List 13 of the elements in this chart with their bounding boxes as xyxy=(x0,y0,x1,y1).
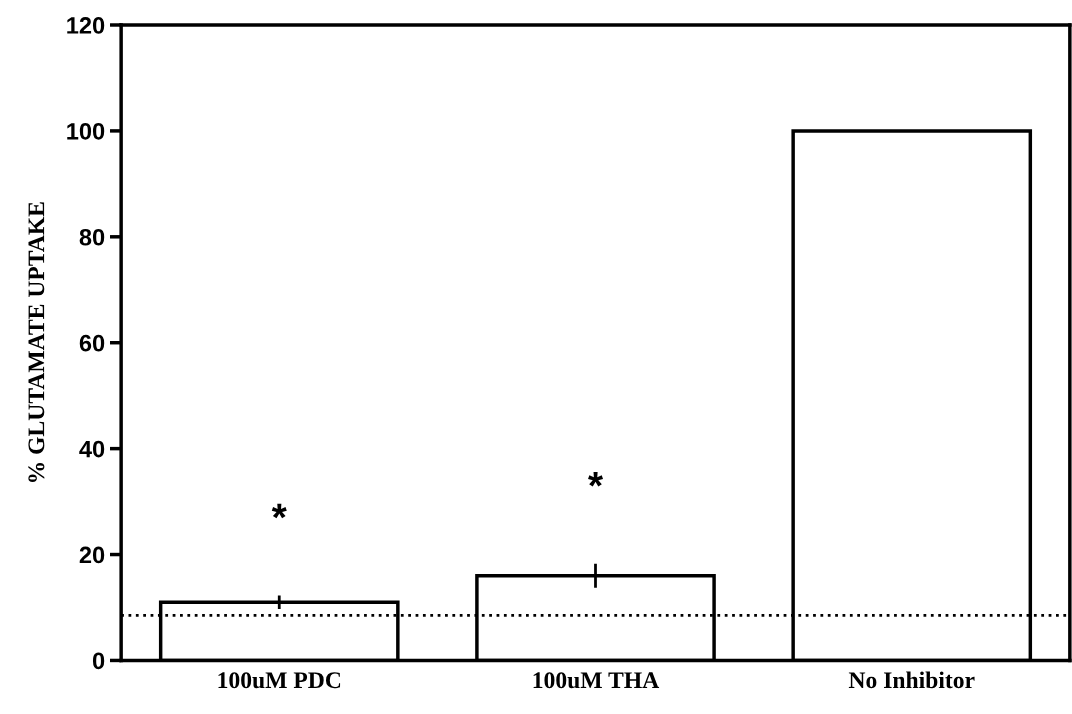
y-tick-label: 60 xyxy=(79,334,105,352)
y-tick-label: 100 xyxy=(67,122,105,140)
y-tick-label: 0 xyxy=(92,652,105,670)
y-tick-label: 120 xyxy=(67,17,105,34)
y-tick-label: 40 xyxy=(79,440,105,458)
annotation: * xyxy=(271,503,287,519)
x-tick-label: 100uM THA xyxy=(533,672,660,689)
y-tick-label: 20 xyxy=(79,546,105,564)
x-tick-label: 100uM PDC xyxy=(218,672,341,689)
x-tick-label: No Inhibitor xyxy=(848,671,975,689)
y-tick-label: 80 xyxy=(79,228,105,246)
y-axis-title: % GLUTAMATE UPTAKE xyxy=(28,202,45,482)
annotation: * xyxy=(588,472,604,487)
